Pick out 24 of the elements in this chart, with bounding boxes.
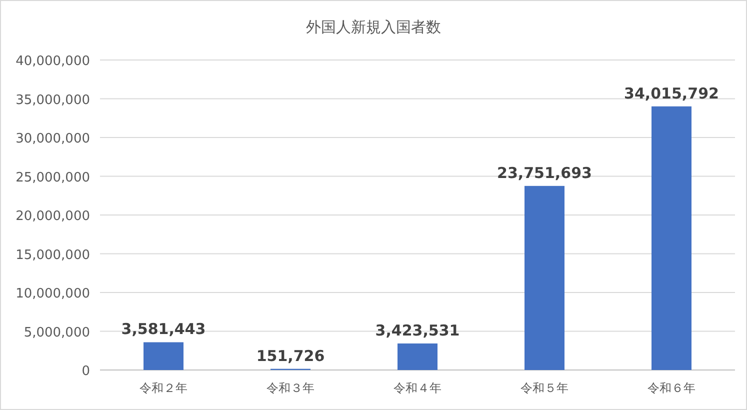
- data-label: 34,015,792: [624, 84, 719, 102]
- data-label: 3,581,443: [121, 320, 206, 338]
- data-label: 23,751,693: [497, 164, 592, 182]
- x-tick-label: 令和５年: [520, 381, 568, 395]
- bar: [652, 106, 692, 370]
- bar: [524, 186, 564, 370]
- bar: [398, 343, 438, 370]
- y-tick-label: 15,000,000: [16, 248, 90, 263]
- x-tick-label: 令和４年: [394, 381, 442, 395]
- y-tick-label: 35,000,000: [16, 92, 90, 108]
- bar: [144, 342, 184, 370]
- y-tick-label: 0: [82, 364, 90, 379]
- y-tick-label: 40,000,000: [16, 54, 90, 69]
- y-tick-label: 30,000,000: [16, 132, 90, 146]
- chart-title: 外国人新規入国者数: [306, 18, 441, 36]
- x-tick-label: 令和２年: [140, 381, 188, 395]
- x-tick-label: 令和６年: [648, 381, 696, 395]
- x-tick-label: 令和３年: [266, 381, 314, 395]
- y-tick-label: 25,000,000: [16, 170, 90, 186]
- y-tick-label: 20,000,000: [16, 209, 90, 224]
- data-label: 3,423,531: [375, 321, 460, 340]
- data-label: 151,726: [256, 346, 325, 365]
- y-tick-label: 5,000,000: [24, 325, 90, 340]
- y-tick-label: 10,000,000: [16, 286, 90, 302]
